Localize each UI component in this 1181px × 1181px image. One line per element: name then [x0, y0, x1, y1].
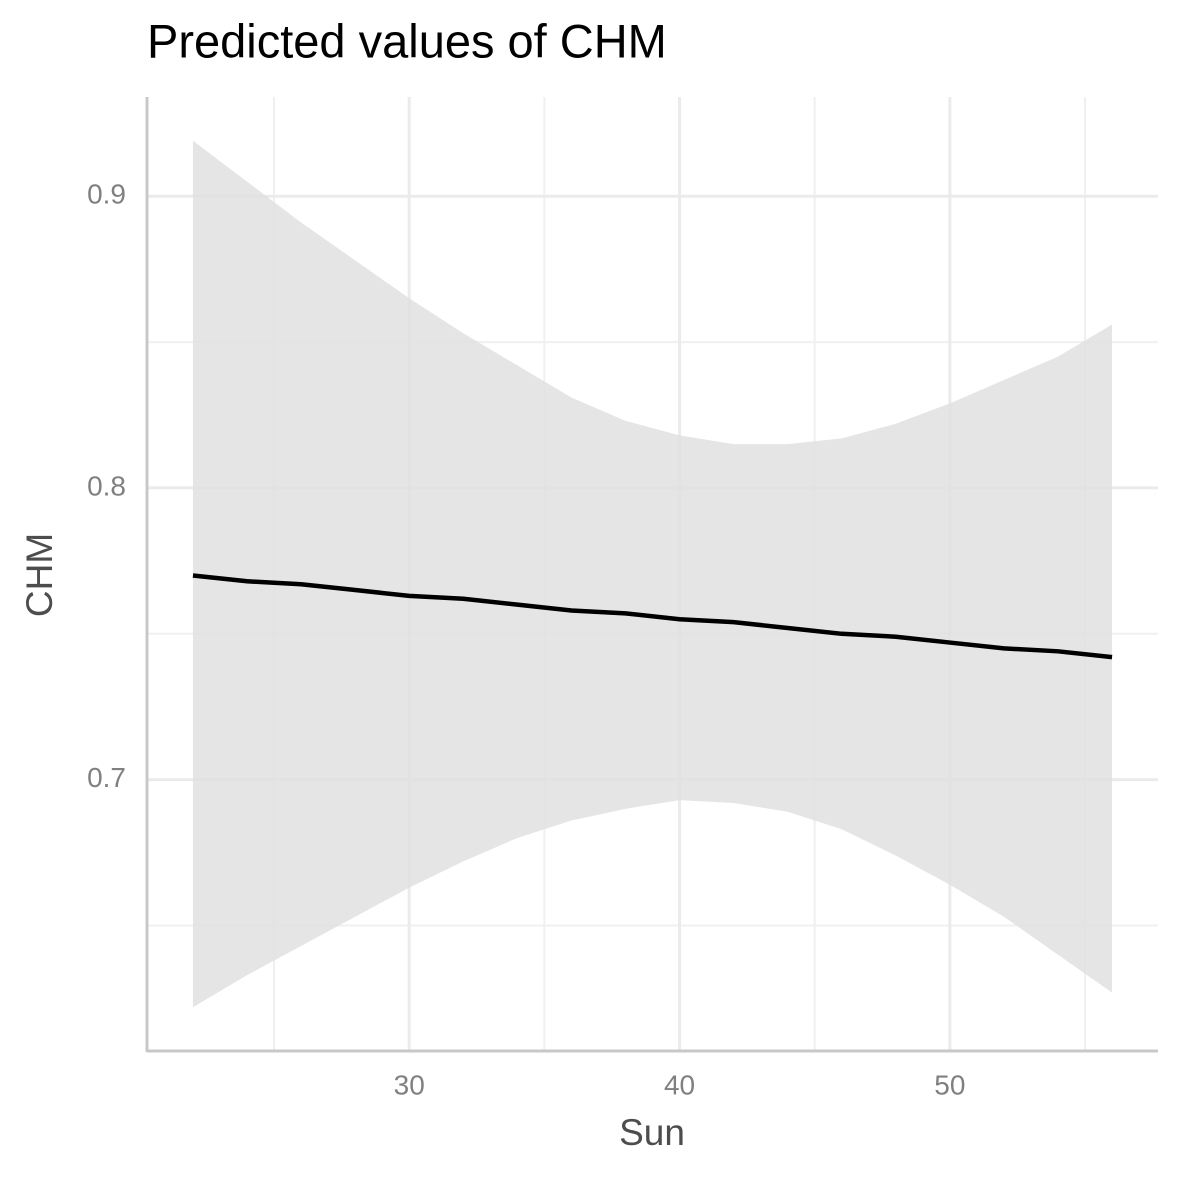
x-tick-label: 50 — [934, 1069, 965, 1100]
x-axis-title: Sun — [619, 1112, 685, 1153]
confidence-band — [192, 140, 1113, 1008]
chart-title: Predicted values of CHM — [147, 14, 667, 67]
x-tick-label: 30 — [394, 1069, 425, 1100]
y-tick-label: 0.9 — [87, 179, 126, 210]
x-tick-label: 40 — [664, 1069, 695, 1100]
y-tick-label: 0.8 — [87, 470, 126, 501]
y-tick-label: 0.7 — [87, 762, 126, 793]
prediction-line — [192, 573, 1113, 660]
y-axis-title: CHM — [19, 533, 60, 617]
